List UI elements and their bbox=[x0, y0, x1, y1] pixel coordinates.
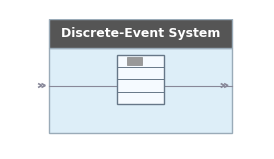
Bar bbox=[117, 55, 164, 104]
Bar bbox=[127, 57, 142, 65]
Text: Discrete-Event System: Discrete-Event System bbox=[61, 27, 220, 40]
Bar bbox=[49, 48, 232, 133]
Bar bbox=[49, 19, 232, 48]
